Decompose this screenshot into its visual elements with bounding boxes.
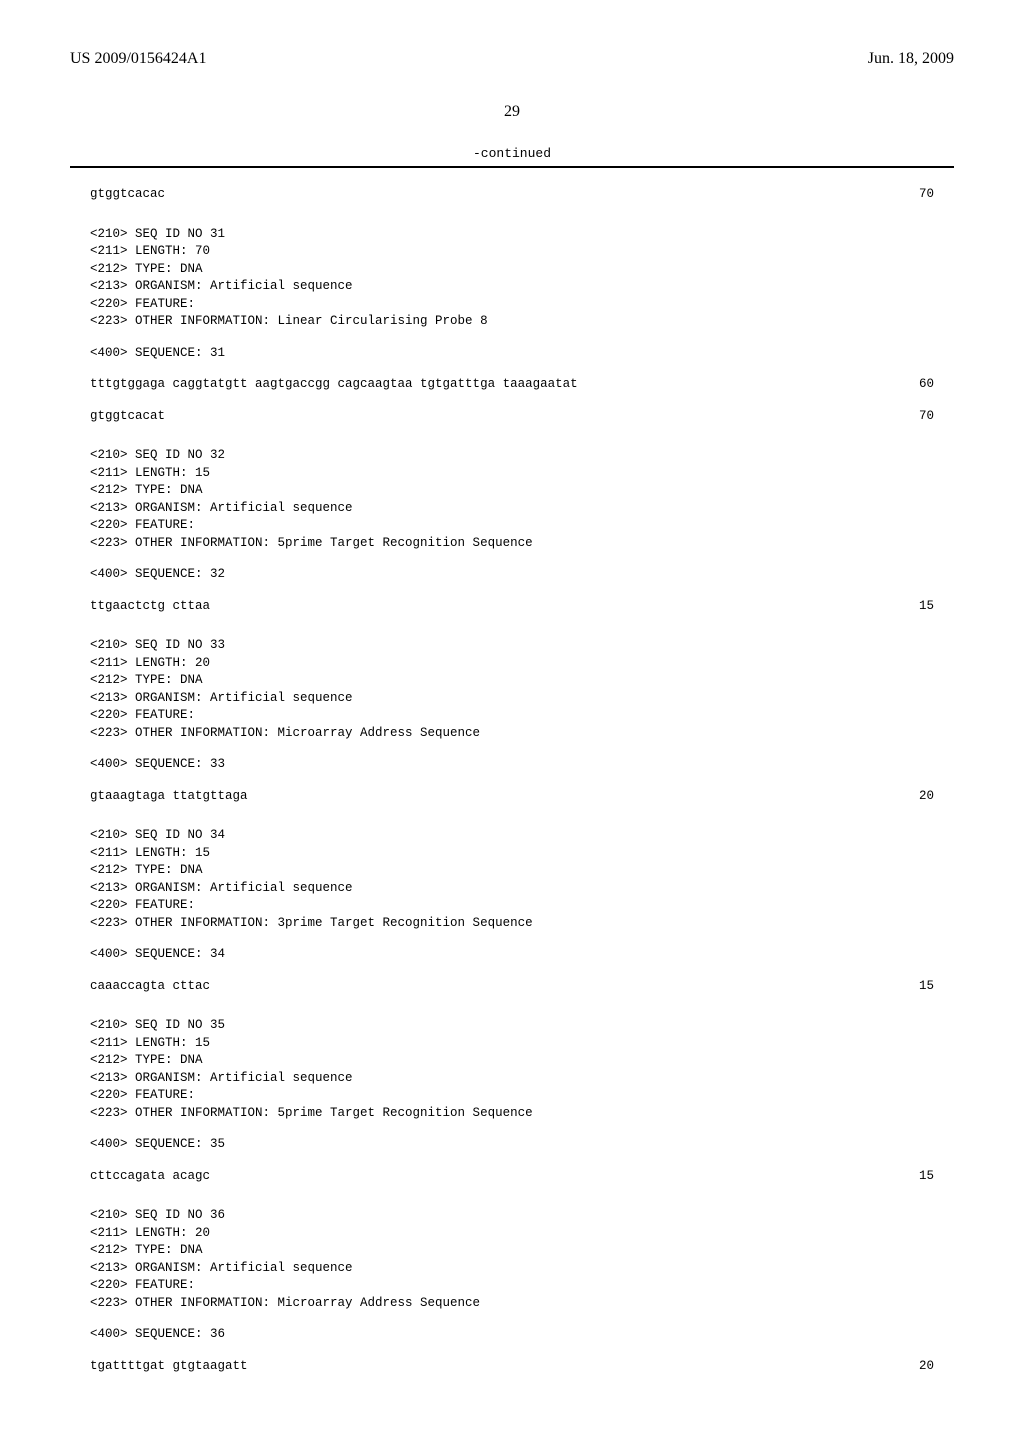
sequence-count: 70 — [894, 186, 934, 204]
sequence-entry: <210> SEQ ID NO 36<211> LENGTH: 20<212> … — [90, 1207, 934, 1375]
sequence-metadata: <210> SEQ ID NO 34<211> LENGTH: 15<212> … — [90, 827, 934, 932]
separator-line — [70, 166, 954, 168]
sequence-text: tttgtggaga caggtatgtt aagtgaccgg cagcaag… — [90, 376, 578, 394]
metadata-line: <210> SEQ ID NO 34 — [90, 827, 934, 845]
sequence-metadata: <210> SEQ ID NO 36<211> LENGTH: 20<212> … — [90, 1207, 934, 1312]
metadata-line: <212> TYPE: DNA — [90, 1052, 934, 1070]
metadata-line: <223> OTHER INFORMATION: 5prime Target R… — [90, 535, 934, 553]
sequence-text: tgattttgat gtgtaagatt — [90, 1358, 248, 1376]
sequence-header: <400> SEQUENCE: 31 — [90, 345, 934, 363]
metadata-line: <213> ORGANISM: Artificial sequence — [90, 1070, 934, 1088]
sequence-row: cttccagata acagc 15 — [90, 1168, 934, 1186]
sequence-header: <400> SEQUENCE: 33 — [90, 756, 934, 774]
sequence-metadata: <210> SEQ ID NO 33<211> LENGTH: 20<212> … — [90, 637, 934, 742]
metadata-line: <220> FEATURE: — [90, 296, 934, 314]
metadata-line: <223> OTHER INFORMATION: Microarray Addr… — [90, 725, 934, 743]
sequence-text: caaaccagta cttac — [90, 978, 210, 996]
metadata-line: <211> LENGTH: 70 — [90, 243, 934, 261]
sequence-entry: <210> SEQ ID NO 32<211> LENGTH: 15<212> … — [90, 447, 934, 615]
metadata-line: <220> FEATURE: — [90, 517, 934, 535]
sequence-row: gtggtcacat 70 — [90, 408, 934, 426]
sequence-count: 20 — [894, 1358, 934, 1376]
metadata-line: <211> LENGTH: 20 — [90, 1225, 934, 1243]
metadata-line: <223> OTHER INFORMATION: 3prime Target R… — [90, 915, 934, 933]
metadata-line: <212> TYPE: DNA — [90, 862, 934, 880]
document-number: US 2009/0156424A1 — [70, 50, 206, 68]
sequence-metadata: <210> SEQ ID NO 32<211> LENGTH: 15<212> … — [90, 447, 934, 552]
page-number: 29 — [70, 103, 954, 121]
metadata-line: <223> OTHER INFORMATION: 5prime Target R… — [90, 1105, 934, 1123]
sequence-count: 15 — [894, 598, 934, 616]
sequence-listing: gtggtcacac70<210> SEQ ID NO 31<211> LENG… — [70, 186, 954, 1375]
sequence-count: 60 — [894, 376, 934, 394]
metadata-line: <211> LENGTH: 15 — [90, 465, 934, 483]
sequence-metadata: <210> SEQ ID NO 35<211> LENGTH: 15<212> … — [90, 1017, 934, 1122]
sequence-entry: <210> SEQ ID NO 34<211> LENGTH: 15<212> … — [90, 827, 934, 995]
page-container: US 2009/0156424A1 Jun. 18, 2009 29 -cont… — [0, 0, 1024, 1437]
sequence-count: 15 — [894, 978, 934, 996]
sequence-row: caaaccagta cttac 15 — [90, 978, 934, 996]
metadata-line: <210> SEQ ID NO 33 — [90, 637, 934, 655]
metadata-line: <223> OTHER INFORMATION: Microarray Addr… — [90, 1295, 934, 1313]
metadata-line: <212> TYPE: DNA — [90, 672, 934, 690]
metadata-line: <213> ORGANISM: Artificial sequence — [90, 1260, 934, 1278]
metadata-line: <220> FEATURE: — [90, 707, 934, 725]
sequence-entry: <210> SEQ ID NO 33<211> LENGTH: 20<212> … — [90, 637, 934, 805]
sequence-count: 15 — [894, 1168, 934, 1186]
sequence-row: ttgaactctg cttaa 15 — [90, 598, 934, 616]
metadata-line: <211> LENGTH: 20 — [90, 655, 934, 673]
sequence-row: gtaaagtaga ttatgttaga 20 — [90, 788, 934, 806]
metadata-line: <213> ORGANISM: Artificial sequence — [90, 500, 934, 518]
sequence-header: <400> SEQUENCE: 32 — [90, 566, 934, 584]
metadata-line: <212> TYPE: DNA — [90, 261, 934, 279]
sequence-row: gtggtcacac 70 — [90, 186, 934, 204]
metadata-line: <223> OTHER INFORMATION: Linear Circular… — [90, 313, 934, 331]
metadata-line: <213> ORGANISM: Artificial sequence — [90, 278, 934, 296]
sequence-text: gtggtcacac — [90, 186, 165, 204]
sequence-header: <400> SEQUENCE: 35 — [90, 1136, 934, 1154]
metadata-line: <213> ORGANISM: Artificial sequence — [90, 880, 934, 898]
sequence-header: <400> SEQUENCE: 34 — [90, 946, 934, 964]
metadata-line: <213> ORGANISM: Artificial sequence — [90, 690, 934, 708]
sequence-row: tgattttgat gtgtaagatt 20 — [90, 1358, 934, 1376]
sequence-entry: <210> SEQ ID NO 31<211> LENGTH: 70<212> … — [90, 226, 934, 426]
sequence-text: cttccagata acagc — [90, 1168, 210, 1186]
metadata-line: <211> LENGTH: 15 — [90, 1035, 934, 1053]
continued-label: -continued — [70, 146, 954, 161]
page-header: US 2009/0156424A1 Jun. 18, 2009 — [70, 50, 954, 68]
metadata-line: <210> SEQ ID NO 36 — [90, 1207, 934, 1225]
sequence-count: 20 — [894, 788, 934, 806]
metadata-line: <210> SEQ ID NO 32 — [90, 447, 934, 465]
metadata-line: <210> SEQ ID NO 35 — [90, 1017, 934, 1035]
metadata-line: <220> FEATURE: — [90, 1277, 934, 1295]
document-date: Jun. 18, 2009 — [868, 50, 954, 68]
metadata-line: <220> FEATURE: — [90, 1087, 934, 1105]
sequence-entry: <210> SEQ ID NO 35<211> LENGTH: 15<212> … — [90, 1017, 934, 1185]
metadata-line: <210> SEQ ID NO 31 — [90, 226, 934, 244]
metadata-line: <220> FEATURE: — [90, 897, 934, 915]
metadata-line: <212> TYPE: DNA — [90, 1242, 934, 1260]
sequence-row: tttgtggaga caggtatgtt aagtgaccgg cagcaag… — [90, 376, 934, 394]
metadata-line: <212> TYPE: DNA — [90, 482, 934, 500]
metadata-line: <211> LENGTH: 15 — [90, 845, 934, 863]
sequence-count: 70 — [894, 408, 934, 426]
sequence-entry: gtggtcacac 70 — [90, 186, 934, 204]
sequence-metadata: <210> SEQ ID NO 31<211> LENGTH: 70<212> … — [90, 226, 934, 331]
sequence-text: gtggtcacat — [90, 408, 165, 426]
sequence-text: gtaaagtaga ttatgttaga — [90, 788, 248, 806]
sequence-text: ttgaactctg cttaa — [90, 598, 210, 616]
sequence-header: <400> SEQUENCE: 36 — [90, 1326, 934, 1344]
